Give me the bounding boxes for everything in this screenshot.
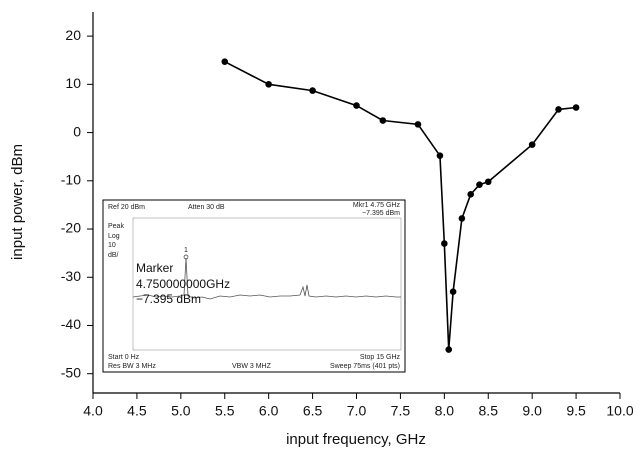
inset-text: VBW 3 MHZ bbox=[232, 363, 272, 370]
inset-text: −7.395 dBm bbox=[136, 292, 201, 306]
inset-text: Mkr1 4.75 GHz bbox=[353, 202, 401, 209]
y-tick-label: 0 bbox=[73, 123, 81, 139]
y-tick-label: -20 bbox=[61, 220, 81, 236]
inset-text: dB/ bbox=[108, 252, 119, 259]
x-tick-label: 10.0 bbox=[606, 403, 633, 419]
x-tick-label: 5.5 bbox=[215, 403, 235, 419]
x-tick-label: 4.5 bbox=[127, 403, 147, 419]
point bbox=[221, 58, 228, 65]
inset-text: −7.395 dBm bbox=[362, 210, 400, 217]
inset-text: Atten 30 dB bbox=[188, 204, 225, 211]
point bbox=[309, 87, 316, 94]
inset: Ref 20 dBm Atten 30 dB Mkr1 4.75 GHz −7.… bbox=[103, 200, 405, 372]
x-tick-label: 9.5 bbox=[566, 403, 586, 419]
y-tick-label: 10 bbox=[65, 75, 81, 91]
inset-text: Log bbox=[108, 233, 120, 240]
chart: input frequency, GHz input power, dBm Re… bbox=[0, 0, 640, 452]
inset-text: Marker bbox=[136, 261, 173, 275]
point bbox=[441, 240, 448, 247]
point bbox=[450, 288, 457, 295]
point bbox=[445, 346, 452, 353]
x-tick-label: 7.0 bbox=[347, 403, 367, 419]
x-tick-label: 4.0 bbox=[83, 403, 103, 419]
point bbox=[437, 152, 444, 159]
inset-text: Sweep 75ms (401 pts) bbox=[330, 363, 400, 370]
point bbox=[265, 81, 272, 88]
point bbox=[529, 141, 536, 148]
y-tick-label: -40 bbox=[61, 316, 81, 332]
point bbox=[380, 117, 387, 124]
point bbox=[467, 191, 474, 198]
point bbox=[476, 181, 483, 188]
x-tick-label: 8.0 bbox=[435, 403, 455, 419]
point bbox=[555, 106, 562, 113]
x-tick-label: 9.0 bbox=[522, 403, 542, 419]
inset-text: Ref 20 dBm bbox=[108, 204, 145, 211]
inset-text: 1 bbox=[184, 247, 188, 254]
y-tick-label: -50 bbox=[61, 364, 81, 380]
inset-text: Res BW 3 MHz bbox=[108, 363, 156, 370]
point bbox=[353, 102, 360, 109]
x-axis-label: input frequency, GHz bbox=[286, 431, 426, 448]
point bbox=[415, 121, 422, 128]
x-tick-label: 8.5 bbox=[479, 403, 499, 419]
y-tick-label: -10 bbox=[61, 172, 81, 188]
y-tick-label: -30 bbox=[61, 268, 81, 284]
y-tick-label: 20 bbox=[65, 27, 81, 43]
inset-text: Peak bbox=[108, 223, 124, 230]
inset-text: Stop 15 GHz bbox=[360, 354, 401, 361]
x-tick-label: 5.0 bbox=[171, 403, 191, 419]
y-axis-label: input power, dBm bbox=[9, 144, 26, 260]
inset-text: 10 bbox=[108, 242, 116, 249]
point bbox=[459, 215, 466, 222]
x-tick-label: 7.5 bbox=[391, 403, 411, 419]
point bbox=[485, 178, 492, 185]
inset-text: 4.750000000GHz bbox=[136, 277, 230, 291]
x-tick-label: 6.0 bbox=[259, 403, 279, 419]
x-tick-label: 6.5 bbox=[303, 403, 323, 419]
inset-text: Start 0 Hz bbox=[108, 354, 140, 361]
point bbox=[573, 104, 580, 111]
